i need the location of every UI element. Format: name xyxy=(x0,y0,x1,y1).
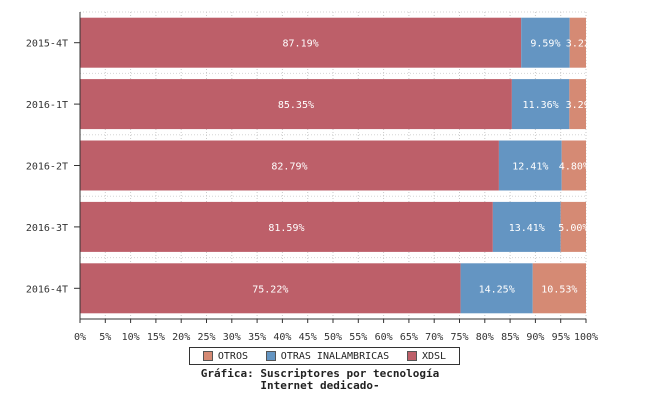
x-tick-label: 80% xyxy=(476,332,494,343)
bar-otras-inalambricas xyxy=(492,201,561,252)
bar-xdsl xyxy=(80,79,512,130)
data-label: 81.59% xyxy=(268,223,304,234)
x-tick-label: 100% xyxy=(574,332,598,343)
x-tick-label: 5% xyxy=(99,332,111,343)
data-label: 75.22% xyxy=(252,284,288,295)
x-tick-label: 45% xyxy=(299,332,317,343)
legend-swatch-otras-inalambricas xyxy=(265,351,276,361)
legend: OTROS OTRAS INALAMBRICAS XDSL xyxy=(189,347,460,365)
bar-xdsl xyxy=(80,140,499,191)
legend-swatch-otros xyxy=(202,351,213,361)
data-label: 13.41% xyxy=(509,223,545,234)
data-label: 3.29 xyxy=(566,100,590,111)
data-label: 12.41% xyxy=(512,162,548,173)
caption-line-1: Gráfica: Suscriptores por tecnología xyxy=(200,367,440,380)
legend-item-xdsl: XDSL xyxy=(406,350,447,362)
bar-xdsl xyxy=(80,263,461,314)
x-tick-label: 35% xyxy=(248,332,266,343)
bar-xdsl xyxy=(80,17,522,68)
legend-label-xdsl: XDSL xyxy=(421,350,447,362)
data-label: 5.00% xyxy=(558,223,588,234)
bar-otros xyxy=(560,201,586,252)
x-tick-label: 60% xyxy=(375,332,393,343)
bar-otras-inalambricas xyxy=(498,140,562,191)
x-tick-label: 10% xyxy=(122,332,140,343)
x-tick-label: 90% xyxy=(526,332,544,343)
data-label: 87.19% xyxy=(283,39,319,50)
x-tick-label: 50% xyxy=(324,332,342,343)
legend-label-otros: OTROS xyxy=(217,350,248,362)
x-tick-label: 40% xyxy=(273,332,291,343)
x-tick-label: 95% xyxy=(552,332,570,343)
legend-label-otras-inalambricas: OTRAS INALAMBRICAS xyxy=(280,350,390,362)
data-label: 11.36% xyxy=(523,100,559,111)
bar-otros xyxy=(561,140,586,191)
x-tick-label: 30% xyxy=(223,332,241,343)
data-label: 85.35% xyxy=(278,100,314,111)
x-tick-label: 0% xyxy=(74,332,86,343)
category-label: 2016-2T xyxy=(26,162,68,173)
data-label: 10.53% xyxy=(541,284,577,295)
caption-line-2: Internet dedicado- xyxy=(260,379,380,392)
legend-swatch-xdsl xyxy=(406,351,417,361)
x-tick-label: 65% xyxy=(400,332,418,343)
bar-otras-inalambricas xyxy=(460,263,533,314)
data-label: 14.25% xyxy=(479,284,515,295)
x-tick-label: 75% xyxy=(450,332,468,343)
x-tick-label: 55% xyxy=(349,332,367,343)
bar-otras-inalambricas xyxy=(521,17,570,68)
bar-otros xyxy=(569,79,586,130)
bar-otras-inalambricas xyxy=(511,79,570,130)
bar-otros xyxy=(532,263,586,314)
category-label: 2016-3T xyxy=(26,223,68,234)
category-label: 2015-4T xyxy=(26,39,68,50)
category-label: 2016-4T xyxy=(26,284,68,295)
bar-otros xyxy=(569,17,586,68)
data-label: 4.80% xyxy=(559,162,589,173)
x-tick-label: 15% xyxy=(147,332,165,343)
x-tick-label: 20% xyxy=(172,332,190,343)
data-label: 9.59% xyxy=(530,39,560,50)
x-tick-label: 25% xyxy=(197,332,215,343)
data-label: 3.22 xyxy=(566,39,590,50)
data-label: 82.79% xyxy=(271,162,307,173)
chart-caption: Gráfica: Suscriptores por tecnología Int… xyxy=(0,368,640,392)
x-tick-label: 85% xyxy=(501,332,519,343)
x-tick-label: 70% xyxy=(425,332,443,343)
legend-item-otros: OTROS xyxy=(202,350,248,362)
legend-item-otras-inalambricas: OTRAS INALAMBRICAS xyxy=(265,350,390,362)
category-label: 2016-1T xyxy=(26,100,68,111)
bar-xdsl xyxy=(80,201,493,252)
